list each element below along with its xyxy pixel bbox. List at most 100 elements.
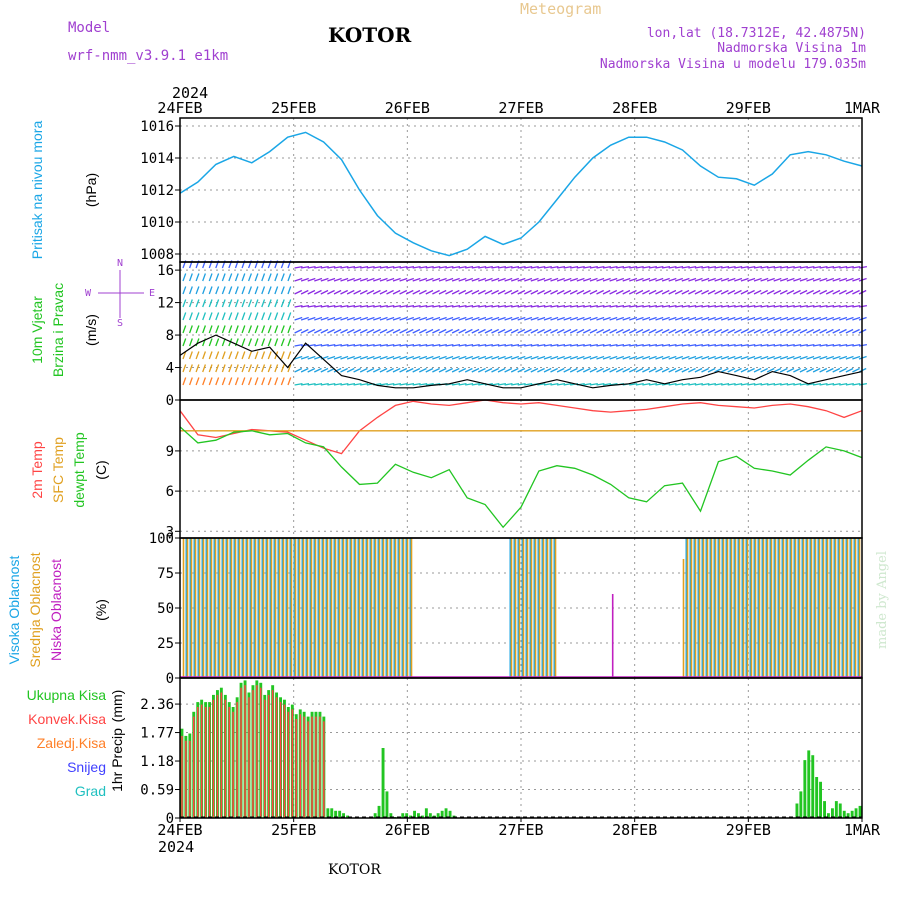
cloud-mid-bar <box>274 538 277 678</box>
wind-barb <box>314 382 323 386</box>
cloud-mid-bar <box>722 538 725 678</box>
wind-barb <box>543 382 552 386</box>
cloud-mid-bar <box>714 538 717 678</box>
precip-total-bar <box>850 810 854 818</box>
wind-barb <box>681 328 690 334</box>
wind-barb <box>320 289 329 295</box>
wind-barb <box>589 382 598 386</box>
wind-barb <box>799 316 808 321</box>
wind-barb <box>195 312 200 321</box>
wind-barb <box>602 355 611 360</box>
wind-barb <box>661 328 670 334</box>
wind-barbs <box>182 260 868 386</box>
cloud-mid-bar <box>334 538 337 678</box>
cloud-mid-bar <box>830 538 833 678</box>
wind-barb <box>720 277 730 282</box>
wind-barb <box>458 304 467 308</box>
wind-barb <box>287 377 292 386</box>
wind-barb <box>747 316 756 321</box>
cloud-high-bar <box>325 538 328 678</box>
wind-barb <box>694 316 703 321</box>
day-label-top: 25FEB <box>271 99 316 117</box>
cloud-mid-bar <box>758 538 761 678</box>
cloud-mid-bar <box>534 538 537 678</box>
wind-barb <box>537 289 545 295</box>
wind-barb <box>648 277 657 282</box>
wind-barb <box>642 289 650 295</box>
wind-barb <box>779 328 788 334</box>
wind-barb <box>786 382 795 386</box>
wind-barb <box>727 289 736 295</box>
precip-conv-bar <box>236 702 238 818</box>
year-top: 2024 <box>172 84 209 102</box>
wind-barb <box>234 299 239 308</box>
precip-conv-bar <box>307 721 309 818</box>
wind-barb <box>261 364 266 373</box>
wind-barb <box>202 312 207 321</box>
wind-barb <box>379 265 388 269</box>
cloud-mid-bar <box>390 538 393 678</box>
wind-barb <box>412 304 421 308</box>
wind-barb <box>274 312 279 321</box>
wind-barb <box>195 338 200 347</box>
wind-barb <box>596 316 605 321</box>
cloud-mid-bar <box>746 538 749 678</box>
wind-barb <box>346 355 355 360</box>
wind-barb <box>366 367 375 373</box>
wind-barb <box>583 316 592 321</box>
wind-barb <box>399 382 408 386</box>
cloud-high-bar <box>273 538 276 678</box>
cloud-tick-label: 100 <box>149 531 174 547</box>
wind-barb <box>615 316 625 321</box>
precip-conv-bar <box>204 707 207 818</box>
precip-tick-label: 0 <box>166 811 174 827</box>
wind-dir-legend: N <box>117 258 123 269</box>
wind-barb <box>366 316 375 321</box>
wind-barb <box>852 382 861 386</box>
wind-barb <box>327 382 336 386</box>
wind-barb <box>451 328 460 334</box>
wind-barb <box>241 299 246 308</box>
cloud-high-bar <box>293 538 296 678</box>
cloud-mid-bar <box>346 538 349 678</box>
wind-barb <box>438 289 447 295</box>
wind-barb <box>458 343 467 347</box>
wind-barb <box>852 316 861 321</box>
wind-barb <box>524 328 532 334</box>
wind-barb <box>215 325 220 334</box>
cloud-high-bar <box>517 538 520 678</box>
wind-barb <box>188 364 193 373</box>
wind-barb <box>241 286 246 295</box>
wind-barb <box>208 286 213 295</box>
cloud-high-bar <box>545 538 548 678</box>
wind-barb <box>615 328 624 334</box>
wind-barb <box>681 367 690 373</box>
cloud-unit-line: (%) <box>93 599 109 621</box>
wind-barb <box>208 338 213 347</box>
cloud-high-bar <box>245 538 248 678</box>
wind-barb <box>399 304 408 308</box>
wind-barb <box>707 367 716 373</box>
wind-barb <box>491 367 499 373</box>
cloud-high-bar <box>305 538 308 678</box>
wind-barb <box>294 265 303 269</box>
cloud-high-bar <box>753 538 756 678</box>
wind-barb <box>583 304 592 308</box>
cloud-high-bar <box>853 538 856 678</box>
wind-barb <box>432 328 440 334</box>
wind-barb <box>517 304 526 308</box>
wind-barb <box>615 277 625 282</box>
wind-barb <box>451 382 461 386</box>
wind-barb <box>727 367 736 373</box>
precip-conv-bar <box>283 704 286 818</box>
wind-barb <box>287 312 292 321</box>
cloud-mid-bar <box>302 538 305 678</box>
wind-barb <box>753 328 762 334</box>
wind-barb <box>648 265 658 269</box>
wind-barb <box>799 382 808 386</box>
wind-barb <box>576 316 585 321</box>
cloud-high-bar <box>805 538 808 678</box>
wind-barb <box>254 351 259 360</box>
wind-barb <box>786 367 795 373</box>
cloud-high-bar <box>713 538 716 678</box>
